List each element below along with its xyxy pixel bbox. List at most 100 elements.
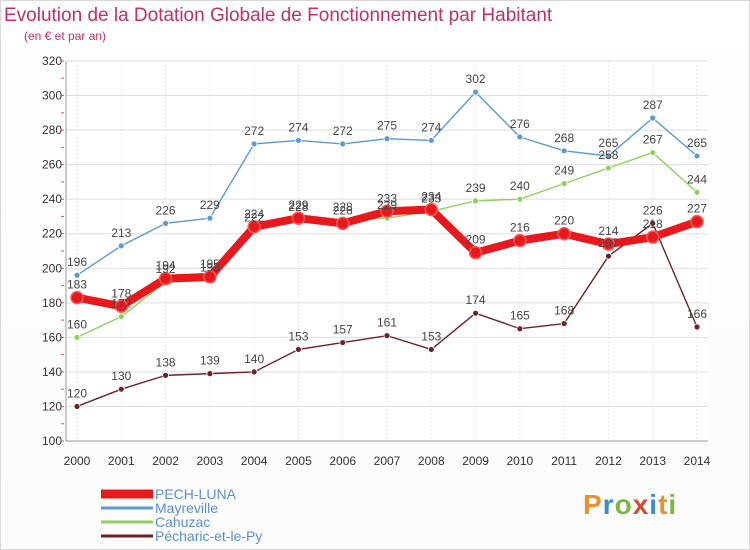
data-point [424, 202, 439, 217]
y-tick-label: 180 [42, 296, 62, 310]
x-tick-label: 2006 [329, 454, 356, 468]
data-point [250, 368, 258, 376]
data-point [649, 114, 657, 122]
y-tick-label: 160 [42, 330, 62, 344]
data-point [557, 226, 571, 241]
data-label: 233 [377, 191, 397, 205]
data-point [516, 195, 524, 203]
data-point [472, 309, 479, 317]
data-point [605, 164, 612, 172]
data-label: 218 [643, 217, 663, 231]
data-point [73, 333, 81, 341]
x-tick-label: 2005 [285, 454, 312, 468]
data-label: 213 [111, 226, 131, 240]
data-point [117, 313, 125, 321]
data-label: 165 [510, 309, 530, 323]
data-label: 120 [67, 386, 87, 400]
data-point [73, 403, 81, 410]
proxiti-logo: Proxiti [583, 489, 677, 521]
data-label: 157 [333, 323, 353, 337]
data-label: 194 [156, 259, 176, 273]
data-point [601, 237, 616, 251]
data-label: 172 [111, 297, 131, 311]
x-tick-label: 2013 [639, 454, 666, 468]
data-point [70, 290, 84, 305]
x-tick-label: 2012 [595, 454, 622, 468]
data-point [605, 252, 612, 260]
data-label: 220 [554, 214, 574, 228]
data-label: 287 [643, 98, 663, 112]
x-tick-label: 2010 [507, 454, 534, 468]
x-tick-label: 2008 [418, 454, 445, 468]
data-label: 272 [333, 124, 353, 138]
logo-letter: o [614, 489, 633, 520]
data-label: 139 [200, 354, 220, 368]
data-point [472, 197, 479, 205]
data-point [295, 137, 302, 144]
data-point [295, 346, 302, 353]
data-label: 138 [156, 355, 176, 369]
chart-subtitle: (en € et par an) [24, 29, 107, 43]
data-label: 228 [288, 200, 308, 214]
data-point [250, 140, 258, 148]
data-label: 302 [466, 72, 486, 86]
logo-letter: P [583, 489, 603, 520]
data-point [73, 271, 81, 279]
data-label: 214 [598, 224, 618, 238]
data-label: 168 [554, 304, 574, 318]
x-tick-label: 2014 [684, 454, 711, 468]
data-label: 166 [687, 307, 707, 321]
y-tick-label: 240 [42, 192, 62, 206]
data-label: 265 [687, 136, 707, 150]
logo-letter: r [602, 489, 615, 520]
data-label: 268 [554, 131, 574, 145]
y-tick-label: 200 [42, 261, 62, 275]
data-label: 229 [377, 198, 397, 212]
data-label: 174 [466, 293, 486, 307]
data-point [468, 245, 483, 260]
data-point [693, 323, 701, 331]
y-tick-label: 280 [42, 123, 62, 137]
data-label: 226 [156, 203, 176, 217]
data-point [516, 133, 524, 141]
data-point [203, 270, 217, 284]
x-tick-label: 2004 [241, 454, 268, 468]
data-label: 160 [67, 317, 87, 331]
data-point [649, 219, 657, 227]
legend-label: PECH-LUNA [155, 486, 237, 502]
data-point [339, 140, 347, 148]
y-tick-label: 300 [42, 89, 62, 103]
data-label: 216 [510, 221, 530, 235]
data-point [645, 230, 660, 244]
data-label: 234 [421, 190, 441, 204]
data-label: 224 [244, 207, 264, 221]
data-label: 239 [466, 181, 486, 195]
data-point [158, 271, 173, 286]
logo-letter: i [668, 489, 678, 520]
data-label: 229 [200, 198, 220, 212]
data-label: 240 [510, 179, 530, 193]
data-label: 258 [598, 148, 618, 162]
y-tick-label: 140 [42, 365, 62, 379]
data-label: 276 [510, 117, 530, 131]
data-point [114, 299, 129, 314]
data-point [117, 385, 125, 393]
data-label: 265 [598, 136, 618, 150]
data-label: 226 [643, 203, 663, 217]
data-label: 140 [244, 352, 264, 366]
data-label: 226 [333, 203, 353, 217]
data-point [649, 149, 657, 156]
data-point [472, 88, 479, 96]
data-label: 192 [156, 262, 176, 276]
data-point [117, 242, 125, 250]
data-label: 233 [421, 191, 441, 205]
legend-label: Pécharic-et-le-Py [155, 528, 262, 544]
data-point [516, 325, 524, 333]
data-point [247, 220, 261, 234]
y-tick-label: 100 [42, 434, 62, 448]
x-tick-label: 2011 [551, 454, 577, 468]
data-label: 272 [244, 124, 264, 138]
legend-label: Mayreville [155, 500, 218, 516]
